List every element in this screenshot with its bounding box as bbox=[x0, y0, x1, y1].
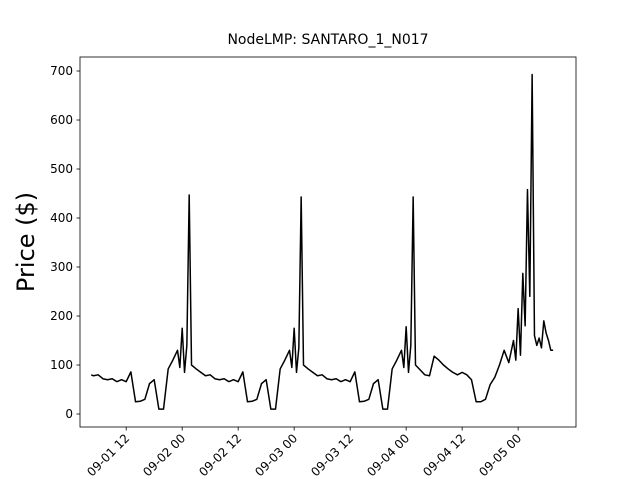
chart-title: NodeLMP: SANTARO_1_N017 bbox=[227, 32, 428, 48]
y-tick-label: 400 bbox=[50, 211, 73, 225]
x-tick-label: 09-02 00 bbox=[140, 431, 188, 479]
y-tick-label: 600 bbox=[50, 113, 73, 127]
x-tick-label: 09-03 12 bbox=[308, 431, 356, 479]
x-tick-label: 09-03 00 bbox=[252, 431, 300, 479]
y-tick-label: 500 bbox=[50, 162, 73, 176]
plot-frame bbox=[79, 56, 577, 428]
y-axis-label: Price ($) bbox=[12, 192, 40, 292]
y-tick-label: 0 bbox=[65, 407, 73, 421]
price-line bbox=[90, 73, 554, 410]
x-tick-label: 09-02 12 bbox=[196, 431, 244, 479]
x-tick-label: 09-04 12 bbox=[420, 431, 468, 479]
y-tick-label: 300 bbox=[50, 260, 73, 274]
y-tick-label: 700 bbox=[50, 64, 73, 78]
x-tick-label: 09-05 00 bbox=[476, 431, 524, 479]
x-tick-label: 09-04 00 bbox=[364, 431, 412, 479]
y-tick-label: 100 bbox=[50, 358, 73, 372]
y-tick-label: 200 bbox=[50, 309, 73, 323]
x-tick-label: 09-01 12 bbox=[84, 431, 132, 479]
